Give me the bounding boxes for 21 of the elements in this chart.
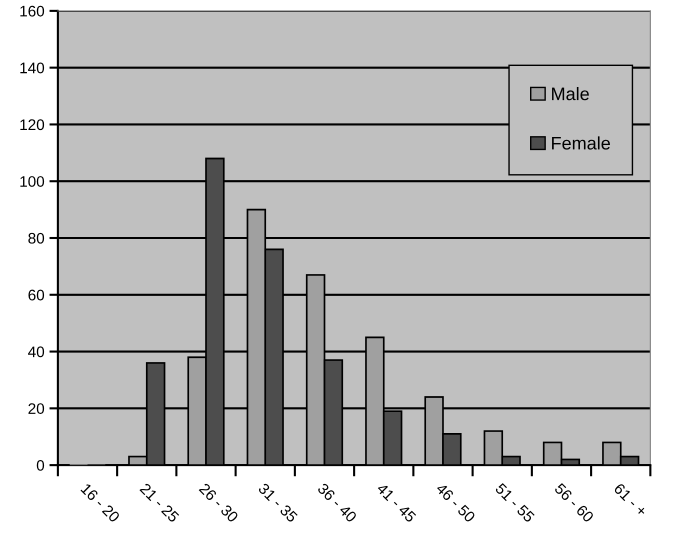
x-tick-label: 36 - 40 [316,482,358,523]
y-tick-label: 80 [28,232,44,244]
x-tick-label: 26 - 30 [198,482,239,523]
y-tick-label: 60 [28,290,44,300]
legend-label: Male [552,87,589,100]
y-tick-label: 0 [36,460,44,471]
x-tick-label: 51 - 55 [494,482,536,523]
y-tick-label: 140 [20,62,44,74]
x-tick-label: 31 - 35 [258,482,298,523]
x-tick-label: 21 - 25 [139,482,180,523]
y-tick-label: 40 [28,346,44,358]
y-tick-label: 20 [28,403,44,414]
y-tick-label: 120 [20,119,44,130]
y-tick-label: 100 [20,176,44,187]
x-tick-label: 56 - 60 [554,482,594,523]
x-tick-label: 16 - 20 [80,482,120,523]
x-tick-label: 61 - + [613,482,648,518]
y-tick-label: 160 [20,6,44,17]
legend-label: Female [552,136,610,150]
x-tick-label: 46 - 50 [435,482,476,523]
x-tick-label: 41 - 45 [376,482,417,523]
